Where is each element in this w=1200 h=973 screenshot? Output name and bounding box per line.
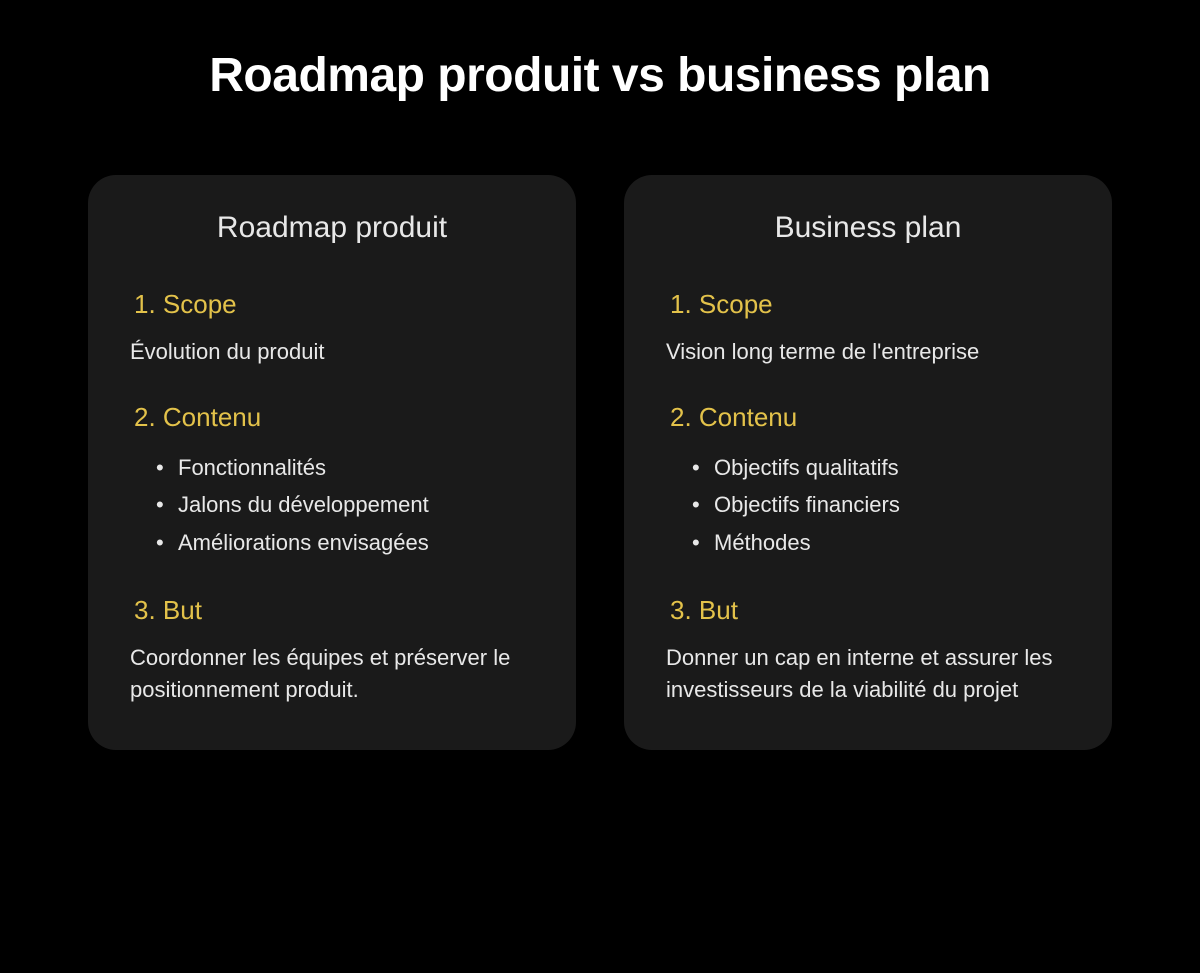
list-item: Méthodes xyxy=(692,524,1072,561)
card-roadmap-produit: Roadmap produit 1. Scope Évolution du pr… xyxy=(88,175,576,750)
section-heading-scope: 1. Scope xyxy=(664,289,1072,320)
list-item: Fonctionnalités xyxy=(156,449,536,486)
bullet-list: Fonctionnalités Jalons du développement … xyxy=(128,449,536,561)
card-title: Roadmap produit xyxy=(128,211,536,245)
list-item: Objectifs financiers xyxy=(692,486,1072,523)
section-text: Donner un cap en interne et assurer les … xyxy=(664,642,1072,706)
section-text: Vision long terme de l'entreprise xyxy=(664,336,1072,368)
section-heading-but: 3. But xyxy=(664,595,1072,626)
card-title: Business plan xyxy=(664,211,1072,245)
cards-row: Roadmap produit 1. Scope Évolution du pr… xyxy=(88,175,1112,750)
section-text: Coordonner les équipes et préserver le p… xyxy=(128,642,536,706)
card-business-plan: Business plan 1. Scope Vision long terme… xyxy=(624,175,1112,750)
list-item: Améliorations envisagées xyxy=(156,524,536,561)
section-heading-but: 3. But xyxy=(128,595,536,626)
bullet-list: Objectifs qualitatifs Objectifs financie… xyxy=(664,449,1072,561)
list-item: Jalons du développement xyxy=(156,486,536,523)
page-title: Roadmap produit vs business plan xyxy=(88,48,1112,103)
section-text: Évolution du produit xyxy=(128,336,536,368)
section-heading-contenu: 2. Contenu xyxy=(128,402,536,433)
list-item: Objectifs qualitatifs xyxy=(692,449,1072,486)
section-heading-scope: 1. Scope xyxy=(128,289,536,320)
section-heading-contenu: 2. Contenu xyxy=(664,402,1072,433)
